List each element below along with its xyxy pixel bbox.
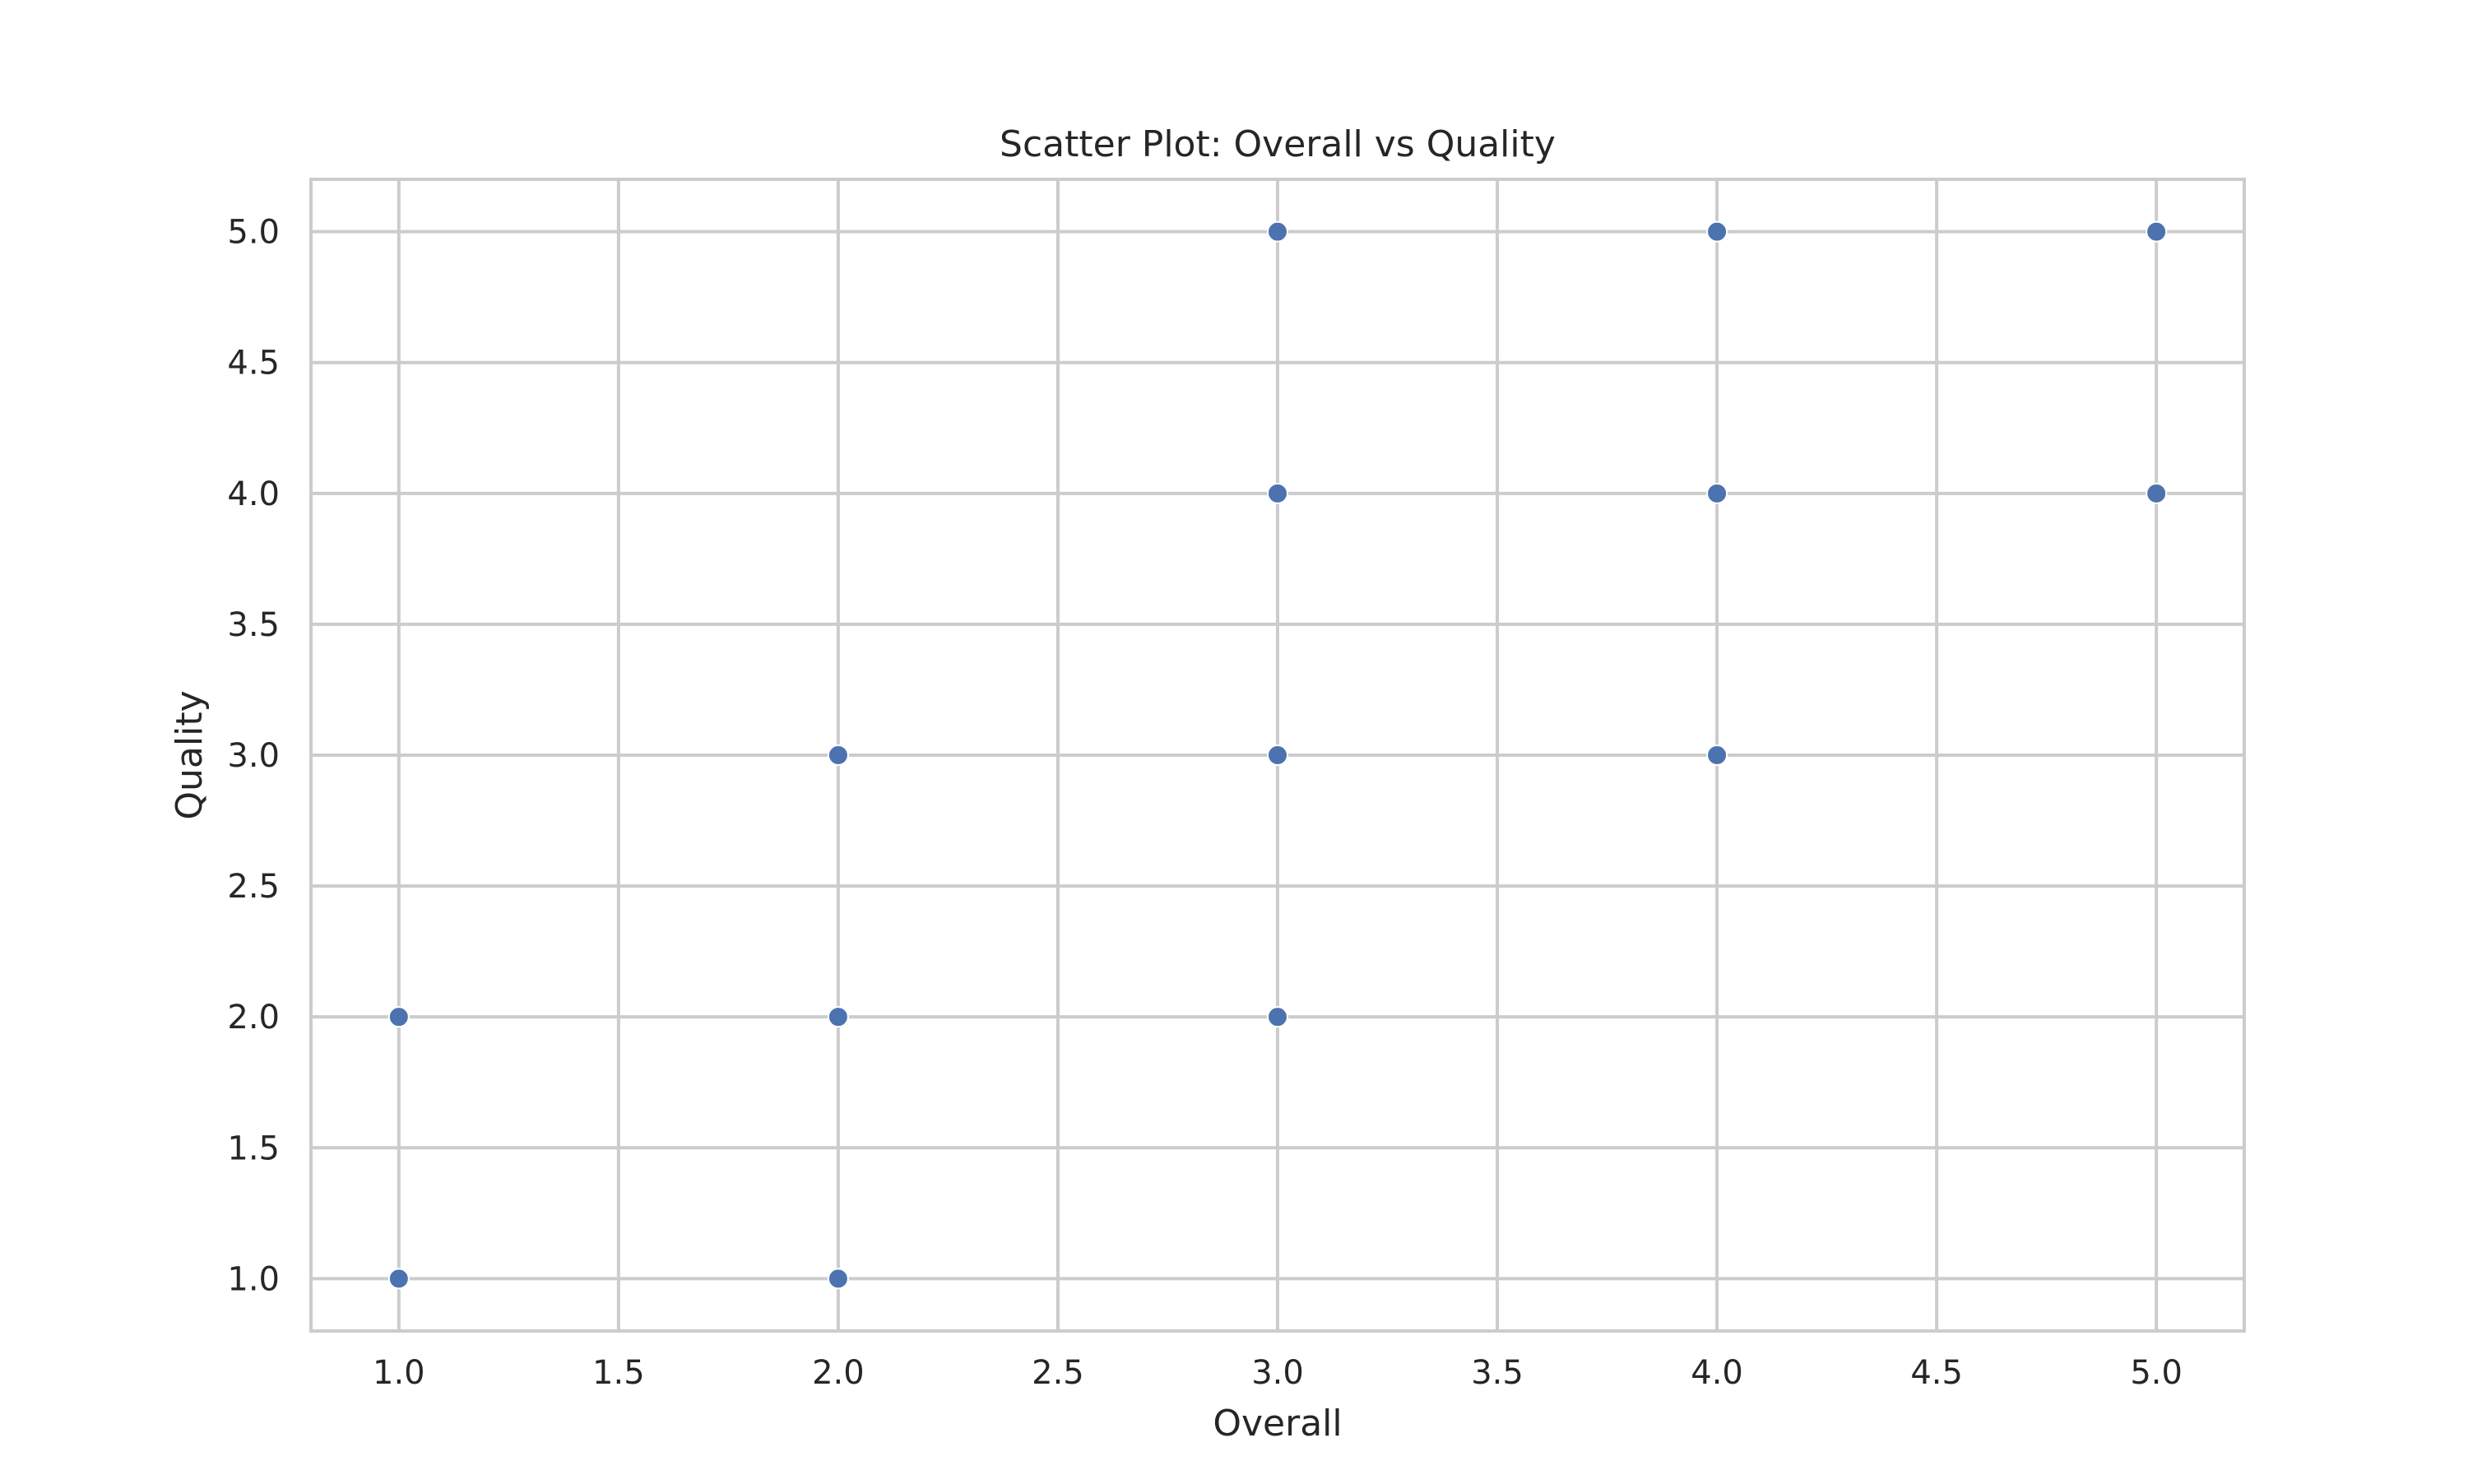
x-tick-label: 3.5 [1471, 1354, 1524, 1392]
y-tick-label: 1.0 [227, 1260, 280, 1298]
scatter-point [1267, 1006, 1288, 1028]
x-tick-label: 2.0 [812, 1354, 865, 1392]
y-axis-label: Quality [169, 690, 211, 819]
scatter-point [827, 1006, 849, 1028]
y-tick-label: 3.5 [227, 606, 280, 644]
scatter-point [1706, 744, 1728, 766]
y-tick-label: 5.0 [227, 214, 280, 252]
scatter-point [827, 1268, 849, 1290]
x-tick-label: 1.0 [373, 1354, 425, 1392]
y-tick-label: 3.0 [227, 737, 280, 775]
plot-area-frame [309, 178, 2246, 1333]
y-tick-label: 2.5 [227, 868, 280, 906]
x-tick-label: 4.0 [1691, 1354, 1743, 1392]
x-tick-label: 4.5 [1910, 1354, 1963, 1392]
y-tick-label: 4.0 [227, 475, 280, 513]
y-tick-label: 4.5 [227, 345, 280, 383]
x-tick-label: 3.0 [1251, 1354, 1304, 1392]
scatter-point [2146, 220, 2168, 243]
scatter-point [1706, 220, 1728, 243]
y-tick-labels: 1.0 1.5 2.0 2.5 3.0 3.5 4.0 4.5 5.0 [227, 214, 280, 1299]
chart-title: Scatter Plot: Overall vs Quality [1000, 123, 1556, 165]
data-points [387, 220, 2168, 1290]
x-tick-label: 2.5 [1032, 1354, 1084, 1392]
scatter-point [2146, 482, 2168, 504]
y-tick-label: 2.0 [227, 999, 280, 1036]
scatter-point [1267, 220, 1288, 243]
scatter-point [827, 744, 849, 766]
y-tick-label: 1.5 [227, 1129, 280, 1167]
scatter-point [1267, 482, 1288, 504]
x-tick-labels: 1.0 1.5 2.0 2.5 3.0 3.5 4.0 4.5 5.0 [373, 1354, 2183, 1392]
scatter-point [387, 1006, 410, 1028]
scatter-point [1706, 482, 1728, 504]
x-tick-label: 1.5 [592, 1354, 645, 1392]
scatter-point [387, 1268, 410, 1290]
x-tick-label: 5.0 [2130, 1354, 2183, 1392]
scatter-point [1267, 744, 1288, 766]
x-axis-label: Overall [1213, 1403, 1342, 1445]
